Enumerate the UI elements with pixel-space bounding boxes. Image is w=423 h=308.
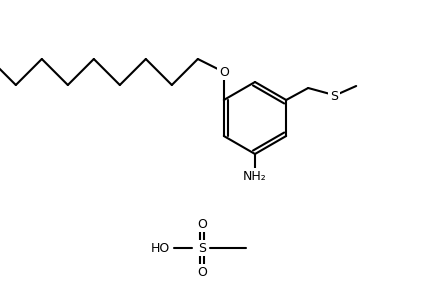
Text: NH₂: NH₂	[243, 169, 267, 183]
Text: HO: HO	[150, 241, 170, 254]
Text: S: S	[198, 241, 206, 254]
Text: O: O	[219, 66, 229, 79]
Text: O: O	[197, 217, 207, 230]
Text: O: O	[197, 265, 207, 278]
Text: S: S	[330, 90, 338, 103]
